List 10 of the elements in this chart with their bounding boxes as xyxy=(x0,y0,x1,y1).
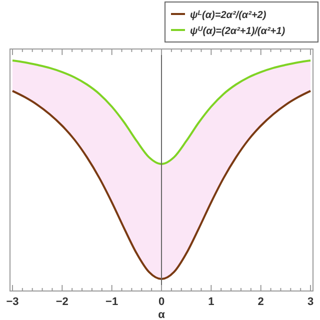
legend-label: ψ$^{L}$(α)=2α²/(α²+2) xyxy=(190,10,267,21)
x-tick-label: 1 xyxy=(208,296,214,308)
x-tick-label: −2 xyxy=(56,296,68,308)
x-tick-label: −3 xyxy=(6,296,19,308)
legend-label: ψ$^{U}$(α)=(2α²+1)/(α²+1) xyxy=(190,26,286,37)
x-tick-label: 0 xyxy=(158,296,165,308)
x-tick-label: 2 xyxy=(258,296,264,308)
x-tick-label: 3 xyxy=(307,296,314,308)
x-tick-label: −1 xyxy=(106,296,118,308)
x-axis-title: α xyxy=(158,309,166,320)
